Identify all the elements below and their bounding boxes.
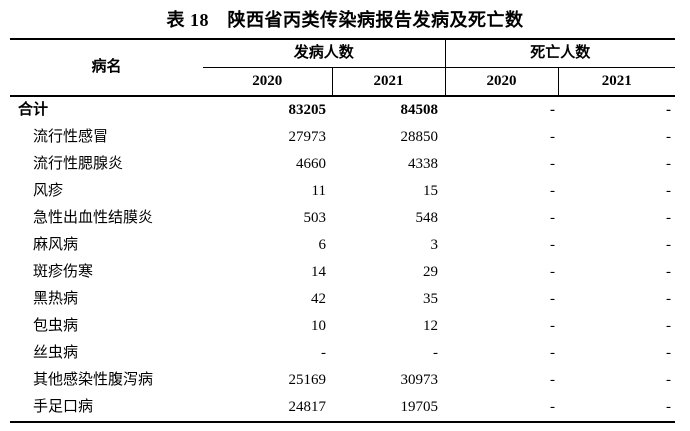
- table-header: 病名 发病人数 死亡人数 2020 2021 2020 2021: [10, 39, 676, 97]
- deaths-2021-cell: -: [666, 102, 672, 118]
- incidence-2020-cell: -: [321, 345, 326, 361]
- deaths-2021-cell: -: [666, 129, 672, 145]
- table-row: 斑疹伤寒 14 29 - -: [10, 259, 675, 286]
- incidence-2020-cell: 503: [303, 210, 327, 226]
- disease-name-cell: 流行性感冒: [33, 129, 109, 145]
- incidence-2020-cell: 27973: [288, 129, 327, 145]
- incidence-2021-cell: 19705: [400, 399, 439, 415]
- disease-name-cell: 黑热病: [33, 291, 79, 307]
- disease-name-cell: 麻风病: [33, 237, 79, 253]
- deaths-2021-cell: -: [666, 156, 672, 172]
- column-header-deaths-2020: 2020: [445, 67, 559, 97]
- disease-name-cell: 其他感染性腹泻病: [33, 372, 154, 388]
- deaths-2020-cell: -: [550, 102, 556, 118]
- deaths-2021-cell: -: [666, 264, 672, 280]
- deaths-2020-cell: -: [550, 210, 556, 226]
- disease-name-cell: 风疹: [33, 183, 64, 199]
- deaths-2020-cell: -: [550, 129, 556, 145]
- incidence-2021-cell: 28850: [400, 129, 439, 145]
- table-row: 流行性腮腺炎 4660 4338 - -: [10, 151, 675, 178]
- incidence-2021-cell: 3: [430, 237, 439, 253]
- deaths-2020-cell: -: [550, 372, 556, 388]
- deaths-2020-cell: -: [550, 264, 556, 280]
- table-row: 手足口病 24817 19705 - -: [10, 394, 675, 422]
- column-header-disease: 病名: [10, 39, 203, 97]
- incidence-2021-cell: -: [433, 345, 439, 361]
- column-group-incidence: 发病人数: [203, 39, 446, 68]
- deaths-2021-cell: -: [666, 237, 672, 253]
- table-row: 黑热病 42 35 - -: [10, 286, 675, 313]
- deaths-2021-cell: -: [666, 345, 672, 361]
- table-row: 其他感染性腹泻病 25169 30973 - -: [10, 367, 675, 394]
- page-title: 表 18 陕西省丙类传染病报告发病及死亡数: [166, 10, 524, 30]
- incidence-2020-cell: 14: [311, 264, 326, 280]
- deaths-2021-cell: -: [666, 399, 672, 415]
- disease-name-cell: 合计: [18, 102, 49, 118]
- incidence-2021-cell: 548: [415, 210, 439, 226]
- table-row: 流行性感冒 27973 28850 - -: [10, 124, 675, 151]
- deaths-2020-cell: -: [550, 183, 556, 199]
- incidence-2020-cell: 11: [311, 183, 326, 199]
- incidence-2021-cell: 30973: [400, 372, 439, 388]
- deaths-2020-cell: -: [550, 237, 556, 253]
- deaths-2021-cell: -: [666, 210, 672, 226]
- deaths-2020-cell: -: [550, 399, 556, 415]
- incidence-2020-cell: 4660: [296, 156, 326, 172]
- header-group-row: 病名 发病人数 死亡人数: [10, 39, 676, 97]
- disease-name-cell: 流行性腮腺炎: [33, 156, 124, 172]
- incidence-2020-cell: 10: [311, 318, 326, 334]
- table-row: 麻风病 6 3 - -: [10, 232, 675, 259]
- incidence-2020-cell: 25169: [288, 372, 327, 388]
- deaths-2021-cell: -: [666, 318, 672, 334]
- column-header-incidence-2021: 2021: [332, 67, 446, 97]
- statistics-table: 病名 发病人数 死亡人数 2020 2021 2020 2021 合计 83205…: [10, 38, 676, 423]
- table-row: 急性出血性结膜炎 503 548 - -: [10, 205, 675, 232]
- deaths-2020-cell: -: [550, 318, 556, 334]
- table-row-total: 合计 83205 84508 - -: [10, 96, 675, 124]
- table-row: 风疹 11 15 - -: [10, 178, 675, 205]
- incidence-2021-cell: 29: [423, 264, 439, 280]
- header-year-row: 2020 2021 2020 2021: [10, 67, 676, 97]
- incidence-2021-cell: 12: [423, 318, 439, 334]
- column-group-deaths: 死亡人数: [445, 39, 676, 68]
- deaths-2021-cell: -: [666, 183, 672, 199]
- incidence-2020-cell: 42: [311, 291, 326, 307]
- disease-name-cell: 斑疹伤寒: [33, 264, 94, 280]
- disease-name-cell: 急性出血性结膜炎: [33, 210, 154, 226]
- table-row: 包虫病 10 12 - -: [10, 313, 675, 340]
- incidence-2020-cell: 83205: [288, 102, 327, 118]
- table-body: 合计 83205 84508 - - 流行性感冒 27973 28850 - - 流行性腮腺炎 466…: [10, 96, 675, 422]
- incidence-2021-cell: 35: [423, 291, 439, 307]
- incidence-2020-cell: 6: [318, 237, 327, 253]
- column-header-deaths-2021: 2021: [558, 67, 676, 97]
- incidence-2021-cell: 84508: [400, 102, 439, 118]
- column-header-incidence-2020: 2020: [203, 67, 333, 97]
- deaths-2020-cell: -: [550, 291, 556, 307]
- table-row: 丝虫病 - - - -: [10, 340, 675, 367]
- incidence-2021-cell: 15: [423, 183, 439, 199]
- disease-name-cell: 包虫病: [33, 318, 79, 334]
- deaths-2021-cell: -: [666, 291, 672, 307]
- disease-name-cell: 丝虫病: [33, 345, 79, 361]
- deaths-2021-cell: -: [666, 372, 672, 388]
- deaths-2020-cell: -: [550, 156, 556, 172]
- incidence-2020-cell: 24817: [288, 399, 327, 415]
- deaths-2020-cell: -: [550, 345, 556, 361]
- disease-name-cell: 手足口病: [33, 399, 94, 415]
- incidence-2021-cell: 4338: [408, 156, 439, 172]
